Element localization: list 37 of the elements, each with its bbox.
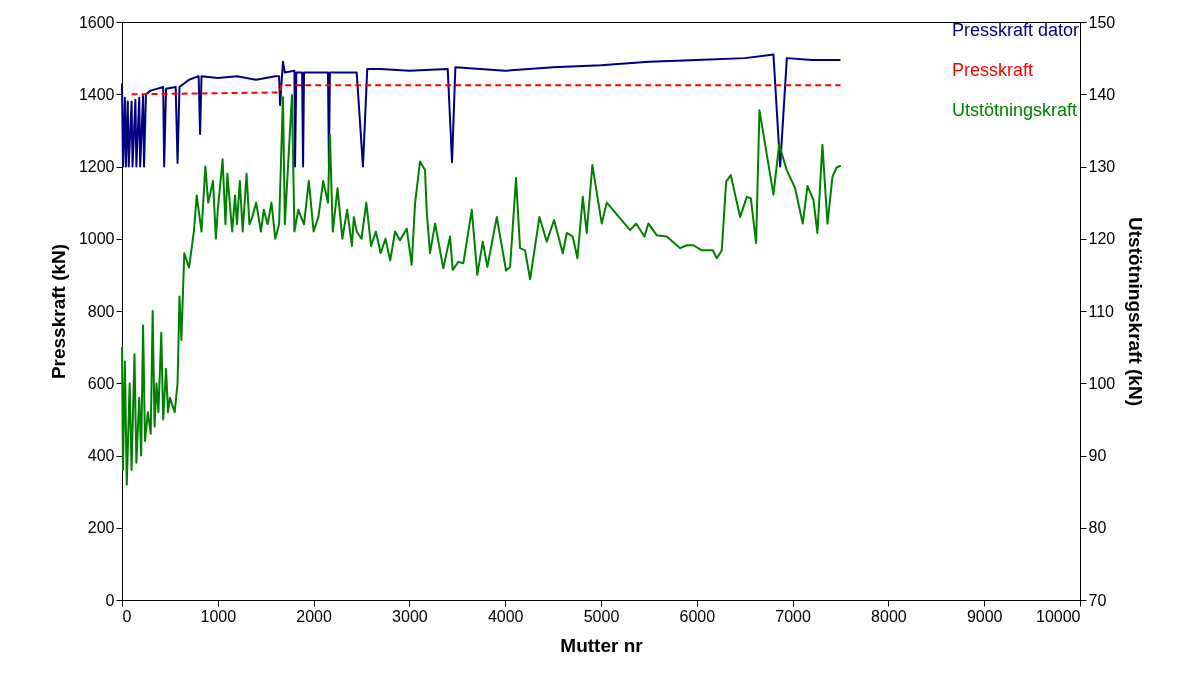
y2-tick-label: 130	[1088, 158, 1116, 175]
text: Presskraft dator	[952, 20, 1080, 40]
x-tick-label: 4000	[487, 607, 524, 625]
x-tick-label: 5000	[583, 607, 620, 625]
text: Presskraft	[952, 60, 1034, 80]
y-tick-label: 800	[87, 302, 115, 320]
y2-tick-label: 150	[1088, 13, 1116, 31]
y2-tick-label: 90	[1088, 447, 1107, 464]
y2-tick-label: 120	[1088, 230, 1116, 248]
x-tick-label: 8000	[871, 607, 907, 625]
y2-tick-label: 80	[1088, 519, 1107, 537]
x-tick-label: 0	[122, 607, 132, 625]
x-tick-label: 6000	[679, 607, 716, 625]
y-tick-label: 1400	[78, 85, 115, 103]
y-tick-label: 400	[87, 447, 115, 464]
y-tick-label: 600	[87, 374, 115, 392]
y2-tick-label: 140	[1088, 85, 1116, 103]
y-axis-title: Presskraft (kN)	[47, 243, 69, 380]
y-tick-label: 1600	[78, 13, 115, 31]
y-tick-label: 0	[105, 591, 115, 609]
y2-tick-label: 100	[1088, 374, 1116, 392]
x-tick-label: 2000	[296, 607, 332, 625]
x-tick-label: 7000	[775, 607, 811, 625]
text: Utstötningskraft	[952, 100, 1078, 120]
x-tick-label: 3000	[392, 607, 428, 625]
line-series	[121, 93, 842, 486]
x-tick-label: 10000	[1036, 607, 1081, 625]
y2-tick-label: 110	[1088, 302, 1115, 320]
y2-tick-label: 70	[1088, 591, 1107, 609]
x-axis-title: Mutter nr	[560, 634, 644, 656]
y2-axis-title: Utstötningskraft (kN)	[1125, 217, 1147, 406]
y-tick-label: 1000	[78, 230, 115, 248]
line-series	[121, 53, 842, 168]
y-tick-label: 200	[87, 519, 115, 537]
y-tick-label: 1200	[78, 158, 115, 175]
x-tick-label: 1000	[200, 607, 237, 625]
x-tick-label: 9000	[966, 607, 1003, 625]
